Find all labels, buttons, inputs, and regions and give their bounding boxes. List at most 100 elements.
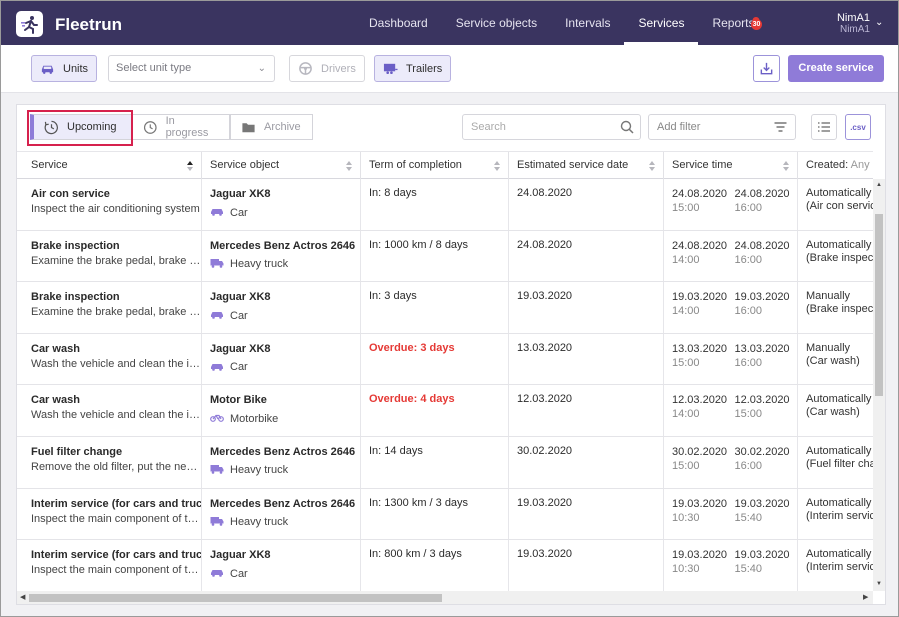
table-row[interactable]: Car wash Wash the vehicle and clean the … <box>17 333 873 386</box>
header-service-time[interactable]: Service time <box>664 152 798 179</box>
created-method: Automatically <box>806 548 872 561</box>
horizontal-scroll-thumb[interactable] <box>29 594 442 602</box>
vehicle-type: Car <box>210 361 360 374</box>
service-cell: Interim service (for cars and truc... In… <box>17 488 202 540</box>
table-row[interactable]: Brake inspection Examine the brake pedal… <box>17 282 873 334</box>
menu-services[interactable]: Services <box>624 1 699 45</box>
end-time: 16:00 <box>734 202 763 214</box>
header-term[interactable]: Term of completion <box>361 152 509 179</box>
tab-upcoming[interactable]: Upcoming <box>30 114 132 140</box>
tab-archive[interactable]: Archive <box>230 114 313 140</box>
service-object-cell: Mercedes Benz Actros 2646 Heavy truck <box>202 230 361 282</box>
chevron-down-icon[interactable]: ⌄ <box>875 17 884 28</box>
vertical-scroll-thumb[interactable] <box>875 214 883 396</box>
table-row[interactable]: Car wash Wash the vehicle and clean the … <box>17 385 873 437</box>
user-menu[interactable]: NimA1 NimA1 <box>827 12 870 36</box>
menu-reports[interactable]: Reports <box>712 16 755 30</box>
estimated-date: 24.08.2020 <box>517 187 573 199</box>
estimated-date: 13.03.2020 <box>517 341 573 354</box>
menu-dashboard[interactable]: Dashboard <box>369 16 428 30</box>
end-time: 16:00 <box>734 253 763 266</box>
truck-icon <box>210 516 224 529</box>
service-time-cell: 24.08.2020 15:00 24.08.2020 16:00 <box>664 179 798 230</box>
truck-icon <box>210 258 224 271</box>
search-input[interactable]: Search <box>462 114 641 140</box>
unit-type-select[interactable]: Select unit type ⌄ <box>108 55 275 82</box>
time-end: 30.02.2020 16:00 <box>735 445 798 488</box>
created-filter-value[interactable]: Any <box>850 159 870 171</box>
services-panel: Upcoming In progress Archive Search <box>16 104 886 605</box>
vehicle-type-label: Car <box>230 309 248 322</box>
car-icon <box>41 65 54 74</box>
created-method: Automatically <box>806 238 872 251</box>
drivers-button[interactable]: Drivers <box>289 55 365 82</box>
create-service-button[interactable]: Create service <box>788 55 884 82</box>
add-filter-input[interactable]: Add filter <box>648 114 796 140</box>
time-start: 30.02.2020 15:00 <box>672 445 735 488</box>
vehicle-type: Heavy truck <box>210 258 360 271</box>
scroll-right-icon[interactable]: ▶ <box>863 594 869 601</box>
header-service-object[interactable]: Service object <box>202 152 361 179</box>
sort-asc-icon <box>187 161 194 171</box>
service-object-name: Jaguar XK8 <box>210 291 271 304</box>
scroll-up-icon[interactable]: ▲ <box>876 182 882 188</box>
header-estimated-date[interactable]: Estimated service date <box>509 152 664 179</box>
scroll-left-icon[interactable]: ◀ <box>20 594 26 601</box>
download-button[interactable] <box>753 55 780 82</box>
tab-archive-label: Archive <box>264 121 301 133</box>
main-menu: Dashboard Service objects Intervals Serv… <box>355 1 769 45</box>
tab-in-progress[interactable]: In progress <box>132 114 230 140</box>
column-settings-button[interactable] <box>811 114 837 140</box>
created-source: (Fuel filter char <box>806 457 873 470</box>
menu-intervals[interactable]: Intervals <box>565 16 611 30</box>
end-date: 24.08.2020 <box>734 239 790 252</box>
start-date: 19.03.2020 <box>672 291 728 304</box>
horizontal-scrollbar[interactable]: ◀ ▶ <box>17 591 873 604</box>
header-service[interactable]: Service <box>17 152 202 179</box>
created-source: (Brake inspect <box>806 251 873 264</box>
time-start: 12.03.2020 14:00 <box>672 393 735 436</box>
table-row[interactable]: Fuel filter change Remove the old filter… <box>17 436 873 489</box>
estimated-date: 19.03.2020 <box>517 496 573 509</box>
created-cell: Manually (Brake inspect <box>798 282 873 333</box>
table-row[interactable]: Air con service Inspect the air conditio… <box>17 179 873 231</box>
created-source: (Interim servic <box>806 509 873 522</box>
vehicle-type: Motorbike <box>210 412 360 425</box>
header-created[interactable]: Created: Any <box>798 152 873 179</box>
service-object-cell: Mercedes Benz Actros 2646 Heavy truck <box>202 436 361 488</box>
table-row[interactable]: Brake inspection Examine the brake pedal… <box>17 230 873 283</box>
start-time: 10:30 <box>672 563 700 576</box>
service-description: Examine the brake pedal, brake fu... <box>31 254 201 267</box>
service-object-name: Jaguar XK8 <box>210 549 271 562</box>
services-table: Service Service object Term of completio… <box>17 151 873 591</box>
table-row[interactable]: Interim service (for cars and truc... In… <box>17 540 873 591</box>
menu-service-objects[interactable]: Service objects <box>455 16 538 30</box>
trailers-label: Trailers <box>406 62 443 75</box>
vehicle-type: Car <box>210 206 360 219</box>
service-object-name: Jaguar XK8 <box>210 188 271 200</box>
scroll-down-icon[interactable]: ▼ <box>876 581 882 587</box>
vehicle-type: Car <box>210 309 360 322</box>
created-cell: Manually (Car wash) <box>798 334 873 385</box>
end-time: 16:00 <box>734 305 763 318</box>
tab-upcoming-label: Upcoming <box>67 121 117 133</box>
csv-export-button[interactable]: .csv <box>845 114 871 140</box>
notifications-button[interactable]: 30 <box>749 16 765 32</box>
service-object-name: Mercedes Benz Actros 2646 <box>210 239 356 252</box>
start-time: 14:00 <box>672 253 700 266</box>
vehicle-type-label: Heavy truck <box>230 258 289 271</box>
start-date: 24.08.2020 <box>672 188 728 200</box>
header-service-label: Service <box>31 159 68 171</box>
fleetrun-logo[interactable] <box>16 11 43 37</box>
start-date: 19.03.2020 <box>672 497 728 510</box>
table-row[interactable]: Interim service (for cars and truc... In… <box>17 488 873 541</box>
time-end: 19.03.2020 15:40 <box>735 548 798 591</box>
service-object-name: Mercedes Benz Actros 2646 <box>210 445 356 458</box>
units-button[interactable]: Units <box>31 55 98 82</box>
start-time: 14:00 <box>672 305 700 318</box>
vertical-scrollbar[interactable]: ▲ ▼ <box>873 179 885 591</box>
created-source: (Air con servic <box>806 200 873 212</box>
header-time-label: Service time <box>672 159 733 171</box>
vehicle-type: Heavy truck <box>210 464 360 477</box>
trailers-button[interactable]: Trailers <box>374 55 452 82</box>
